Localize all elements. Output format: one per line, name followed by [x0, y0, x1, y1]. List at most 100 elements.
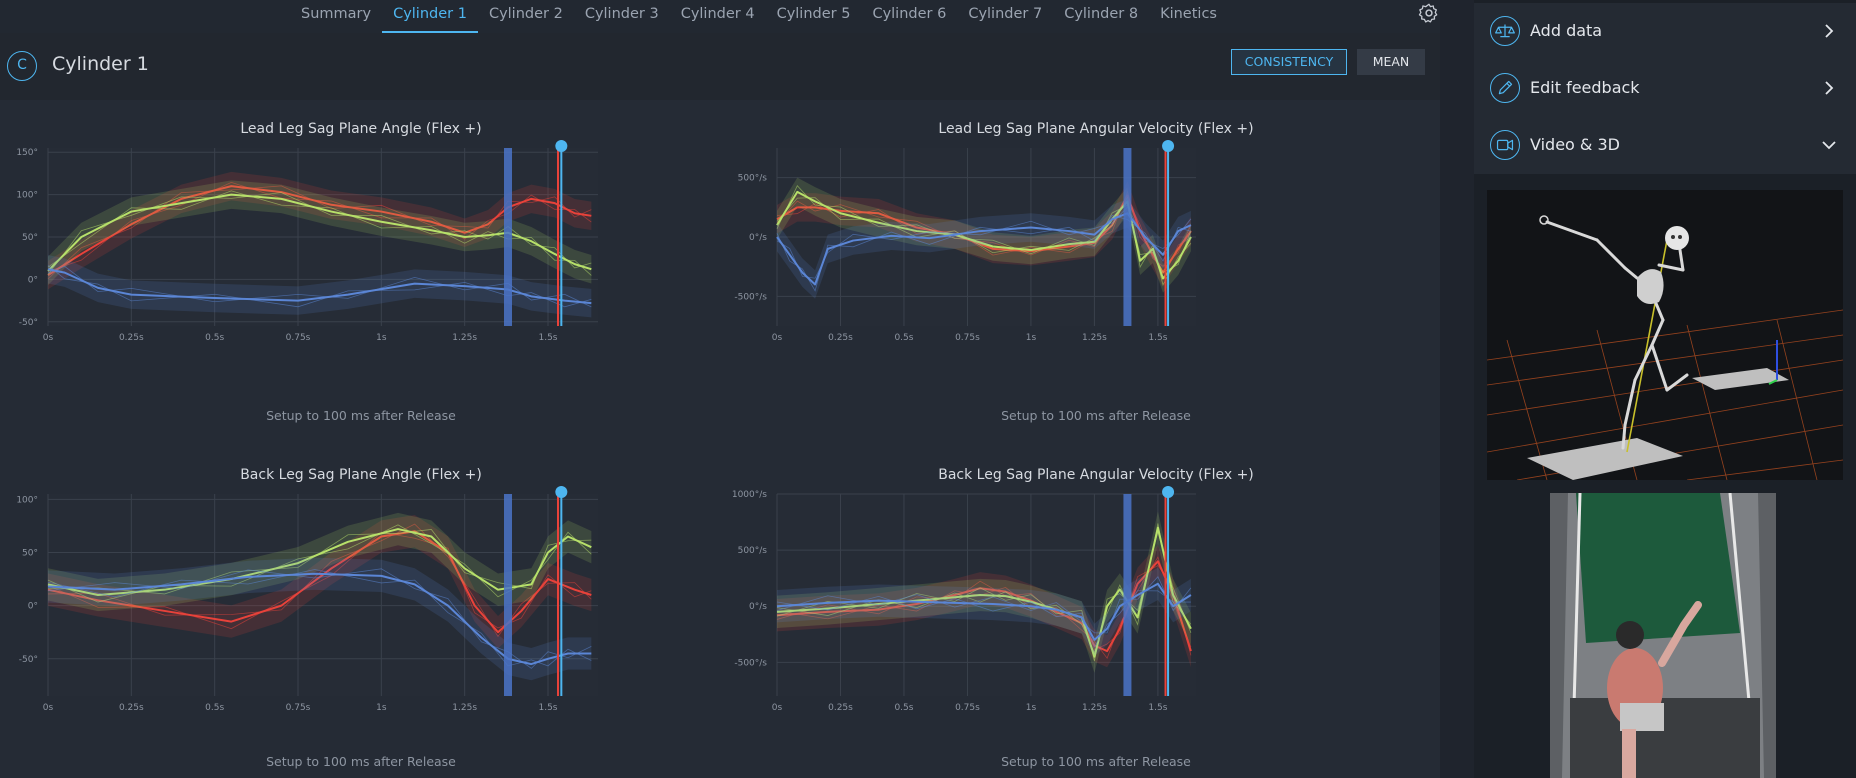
series-band-green: [777, 177, 1191, 293]
tab-cylinder-3[interactable]: Cylinder 3: [584, 6, 659, 22]
tab-cylinder-8[interactable]: Cylinder 8: [1064, 6, 1139, 22]
x-tick-label: 0.5s: [205, 703, 224, 713]
series-trial-blue: [47, 265, 592, 308]
pencil-icon: [1490, 73, 1520, 103]
series-line-red: [47, 185, 592, 276]
video-player[interactable]: [1550, 493, 1776, 778]
series-trial-blue: [47, 568, 592, 669]
y-tick-label: -500°/s: [734, 292, 767, 302]
page-title: Cylinder 1: [52, 53, 149, 75]
y-tick-label: 0°/s: [749, 602, 767, 612]
y-tick-label: -500°/s: [734, 658, 767, 668]
playhead-handle[interactable]: [555, 486, 568, 498]
x-tick-label: 0.75s: [286, 333, 311, 343]
tab-kinetics[interactable]: Kinetics: [1160, 6, 1217, 22]
series-trial-green: [47, 192, 592, 275]
edit-feedback-row[interactable]: Edit feedback: [1474, 60, 1856, 117]
series-line-blue: [776, 212, 1192, 286]
tab-cylinder-1[interactable]: Cylinder 1: [382, 0, 478, 33]
scale-icon: [1490, 16, 1520, 46]
video-3d-row[interactable]: Video & 3D: [1474, 117, 1856, 174]
series-trial-blue: [776, 206, 1192, 279]
x-tick-label: 1.25s: [1082, 703, 1107, 713]
x-tick-label: 1.25s: [1082, 333, 1107, 343]
video-icon: [1490, 130, 1520, 160]
x-tick-label: 0.75s: [955, 333, 980, 343]
chart-lead-leg-velocity[interactable]: 500°/s 0°/s -500°/s 0s 0.25s 0.5s 0.75s 1s 1.25s…: [720, 140, 1440, 410]
chart-lead-leg-angle[interactable]: 150° 100° 50° 0° -50° 0s 0.25s 0.5s 0.75s 1s 1.25s…: [0, 140, 720, 410]
playhead-handle[interactable]: [555, 140, 568, 152]
x-tick-label: 0.25s: [119, 703, 144, 713]
series-line-green: [47, 193, 592, 272]
x-tick-label: 0s: [772, 703, 783, 713]
series-trial-red: [776, 556, 1192, 660]
consistency-button[interactable]: CONSISTENCY: [1231, 49, 1347, 75]
y-tick-label: 500°/s: [738, 546, 768, 556]
x-tick-label: 1s: [1026, 703, 1037, 713]
y-tick-label: 500°/s: [738, 174, 768, 184]
event-marker-blue: [504, 494, 512, 696]
y-tick-label: 150°: [16, 148, 38, 158]
series-trial-green: [47, 190, 592, 276]
x-tick-label: 1.5s: [1148, 333, 1167, 343]
x-tick-label: 1s: [376, 333, 387, 343]
y-tick-label: 1000°/s: [732, 490, 767, 500]
y-tick-label: 100°: [16, 191, 38, 201]
series-band-red: [48, 171, 592, 290]
x-tick-label: 1.25s: [452, 703, 477, 713]
x-tick-label: 1.5s: [538, 703, 557, 713]
series-band-blue: [777, 199, 1191, 299]
series-trial-blue: [47, 569, 592, 667]
y-tick-label: 50°: [22, 233, 38, 243]
tab-bar: Summary Cylinder 1 Cylinder 2 Cylinder 3…: [290, 0, 1228, 33]
chart-title-back-velocity: Back Leg Sag Plane Angular Velocity (Fle…: [938, 467, 1254, 483]
series-line-blue: [47, 268, 592, 305]
tab-cylinder-7[interactable]: Cylinder 7: [968, 6, 1043, 22]
chart-title-lead-angle: Lead Leg Sag Plane Angle (Flex +): [240, 121, 482, 137]
y-tick-label: 50°: [22, 548, 38, 558]
series-trial-green: [47, 529, 592, 595]
x-tick-label: 0.25s: [828, 703, 853, 713]
series-line-red: [776, 560, 1192, 653]
main-area: Summary Cylinder 1 Cylinder 2 Cylinder 3…: [0, 0, 1440, 769]
series-line-blue: [47, 572, 592, 666]
x-tick-label: 0.25s: [828, 333, 853, 343]
y-tick-label: -50°: [19, 655, 38, 665]
tab-cylinder-5[interactable]: Cylinder 5: [776, 6, 851, 22]
x-tick-label: 0s: [43, 703, 54, 713]
chart-back-leg-angle[interactable]: 100° 50° 0° -50° 0s 0.25s 0.5s 0.75s 1s 1.25s 1.5s: [0, 486, 720, 756]
tab-cylinder-2[interactable]: Cylinder 2: [488, 6, 563, 22]
chart-title-back-angle: Back Leg Sag Plane Angle (Flex +): [240, 467, 482, 483]
series-trial-blue: [776, 575, 1192, 634]
x-tick-label: 0.5s: [894, 333, 913, 343]
video-3d-label: Video & 3D: [1530, 135, 1620, 154]
top-navigation: Summary Cylinder 1 Cylinder 2 Cylinder 3…: [0, 0, 1440, 33]
chart-title-lead-velocity: Lead Leg Sag Plane Angular Velocity (Fle…: [938, 121, 1254, 137]
chart-xlabel-lead-angle: Setup to 100 ms after Release: [266, 408, 456, 423]
edit-feedback-label: Edit feedback: [1530, 78, 1640, 97]
x-tick-label: 1.25s: [452, 333, 477, 343]
chart-back-leg-velocity[interactable]: 1000°/s 500°/s 0°/s -500°/s 0s 0.25s 0.5s 0.75s…: [720, 486, 1440, 756]
x-tick-label: 1.5s: [1148, 703, 1167, 713]
series-trial-red: [47, 185, 592, 280]
x-tick-label: 0.5s: [894, 703, 913, 713]
skeleton-3d-view[interactable]: [1487, 190, 1843, 480]
event-marker-blue: [1123, 148, 1132, 326]
playhead-handle[interactable]: [1162, 486, 1175, 498]
tab-cylinder-4[interactable]: Cylinder 4: [680, 6, 755, 22]
chart-xlabel-back-velocity: Setup to 100 ms after Release: [1001, 754, 1191, 769]
x-tick-label: 1s: [1026, 333, 1037, 343]
playhead-handle[interactable]: [1162, 140, 1175, 152]
mean-button[interactable]: MEAN: [1357, 49, 1425, 75]
gear-icon[interactable]: [1418, 2, 1440, 24]
x-tick-label: 0s: [772, 333, 783, 343]
series-trial-blue: [47, 265, 592, 308]
series-line-green: [776, 190, 1192, 280]
chart-xlabel-lead-velocity: Setup to 100 ms after Release: [1001, 408, 1191, 423]
tab-summary[interactable]: Summary: [301, 6, 372, 22]
event-marker-blue: [504, 148, 512, 326]
series-line-blue: [776, 582, 1192, 641]
tab-cylinder-6[interactable]: Cylinder 6: [872, 6, 947, 22]
x-tick-label: 0.5s: [205, 333, 224, 343]
add-data-row[interactable]: Add data: [1474, 3, 1856, 60]
